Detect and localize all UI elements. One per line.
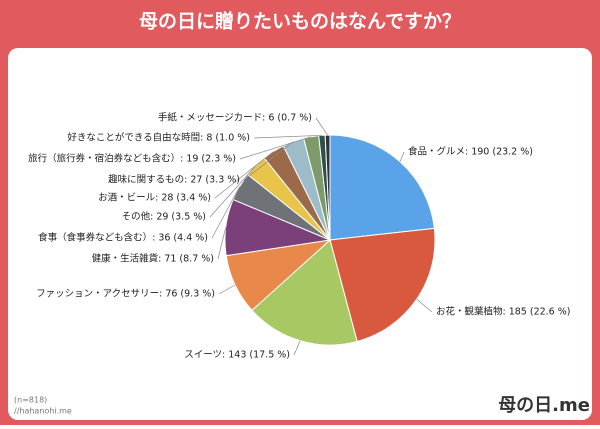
pie-slice [329,134,435,241]
chart-title: 母の日に贈りたいものはなんですか？ [139,10,461,33]
data-label: 健康・生活雑貨: 71 (8.7 %) [92,253,214,265]
data-label: ファッション・アクセサリー: 76 (9.3 %) [36,289,215,300]
leader-line [217,227,227,260]
data-label: 手紙・メッセージカード: 6 (0.7 %) [158,112,312,124]
data-label: その他: 29 (3.5 %) [122,211,206,223]
data-label: お花・観葉植物: 185 (22.6 %) [436,306,571,318]
pie-slice [329,227,436,343]
leader-line [399,151,405,162]
leader-line [214,151,274,199]
data-label: 趣味に関するもの: 27 (3.3 %) [108,174,240,186]
leader-line [293,340,301,356]
leader-line [218,284,236,295]
note: (n=818) [14,396,47,405]
logo: 母の日.me [498,395,590,416]
data-label: お酒・ビール: 28 (3.4 %) [98,193,211,204]
leader-line [416,298,433,313]
leader-line [243,141,294,181]
data-label: 旅行（旅行券・宿泊券なども含む）: 19 (2.3 %) [28,153,236,165]
data-label: 食事（食事券なども含む）: 36 (4.4 %) [38,232,208,244]
leader-line [253,134,322,139]
leader-line [315,117,328,136]
data-label: 好きなことができる自由な時間: 8 (1.0 %) [67,132,250,144]
leader-line [211,186,240,239]
data-label: 食品・グルメ: 190 (23.2 %) [408,146,533,158]
leader-line [239,136,312,160]
leader-line [209,165,256,218]
source: //hahanohi.me [14,407,72,416]
data-label: スイーツ: 143 (17.5 %) [184,350,290,361]
